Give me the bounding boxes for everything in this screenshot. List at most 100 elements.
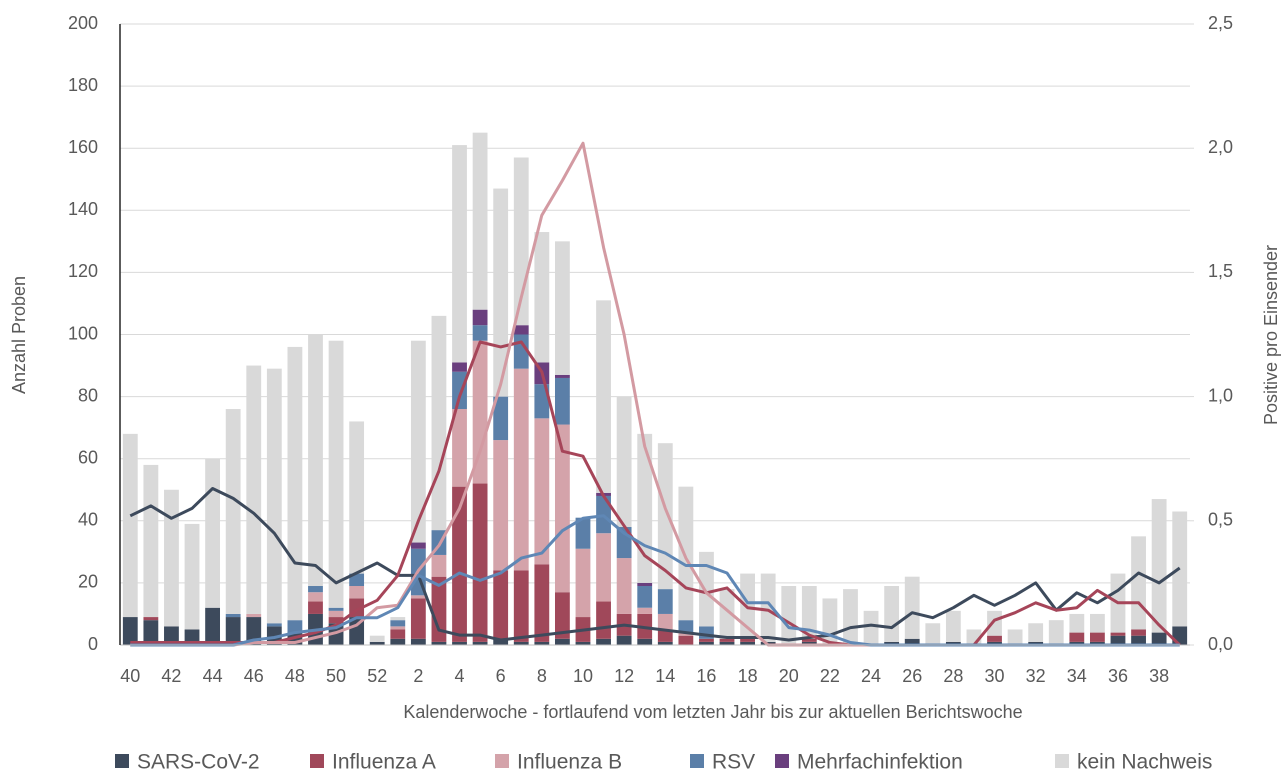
bar-segment [225,409,241,614]
legend-label: Influenza A [332,751,436,773]
bar-segment [987,635,1002,642]
x-tick-label: 22 [820,666,840,686]
x-tick-label: 8 [537,666,547,686]
legend-label: kein Nachweis [1077,751,1212,773]
bar-segment [678,486,694,621]
bar-segment [452,409,467,487]
bar-segment [349,586,365,599]
bar-segment [801,586,817,639]
bar-segment [637,582,653,587]
bar-segment [637,586,653,608]
bar-segment [740,641,756,645]
bar-segment [328,617,344,624]
bar-segment [637,638,653,645]
bar-segment [1069,632,1085,642]
y-tick-label: 80 [78,385,98,405]
bar-segment [884,586,900,642]
bar-segment [945,610,961,642]
y2-tick-label: 0,5 [1208,510,1233,530]
x-tick-label: 4 [455,666,465,686]
bar-segment [1110,632,1126,636]
bar-segment [1172,626,1188,645]
bar-segment [678,632,694,636]
bar-segment [143,464,159,618]
bar-segment [328,607,344,611]
x-tick-label: 52 [367,666,387,686]
legend-label: Mehrfachinfektion [797,751,963,773]
x-tick-label: 48 [285,666,305,686]
bar-segment [554,592,570,639]
y2-tick-label: 0,0 [1208,634,1233,654]
bar-segment [1110,635,1126,645]
bar-segment [246,365,262,614]
y-tick-label: 200 [68,13,98,33]
bar-segment [534,418,550,565]
bar-segment [287,620,303,633]
y2-tick-label: 1,0 [1208,385,1233,405]
bar-segment [308,334,323,587]
bar-segment [390,620,406,627]
x-tick-label: 20 [779,666,799,686]
bar-segment [225,613,241,618]
bar-segment [1089,632,1105,642]
bar-segment [534,564,550,642]
bar-segment [884,641,900,645]
x-tick-label: 6 [496,666,506,686]
bar-segment [1151,499,1167,633]
bar-segment [164,489,179,627]
bar-segment [1028,623,1044,642]
bar-segment [452,641,467,645]
bar-segment [205,458,221,608]
bar-segment [390,629,406,639]
bar-segment [410,598,426,639]
legend-label: SARS-CoV-2 [137,751,260,773]
bar-segment [987,641,1002,645]
legend-label: RSV [712,751,755,773]
bar-segment [410,595,426,599]
bar-segment [616,635,632,645]
bar-segment [452,371,467,410]
bar-segment [1069,641,1085,645]
bar-segment [760,573,776,642]
x-tick-label: 28 [943,666,963,686]
x-tick-label: 50 [326,666,346,686]
y-tick-label: 60 [78,447,98,467]
bar-segment [554,638,570,645]
bar-segment [1089,613,1105,633]
x-tick-label: 44 [203,666,223,686]
bar-segment [452,145,467,363]
y-tick-label: 120 [68,261,98,281]
bar-segment [575,548,591,618]
bar-segment [472,641,488,645]
x-tick-label: 32 [1026,666,1046,686]
bar-segment [1089,641,1105,645]
bar-segment [164,626,179,645]
bar-segment [328,610,344,618]
bar-segment [1007,629,1023,645]
bar-segment [678,635,694,645]
bar-segment [719,589,735,639]
bar-segment [308,586,323,593]
bar-segment [678,620,694,633]
bar-segment [657,641,673,645]
bar-segment [904,638,920,645]
bar-segment [390,638,406,645]
bar-segment [987,610,1002,636]
x-tick-label: 46 [244,666,264,686]
bar-segment [472,132,488,310]
bar-segment [596,601,611,639]
bar-segment [740,638,756,642]
bar-segment [493,440,509,571]
bar-segment [493,396,509,441]
bar-segment [945,641,961,645]
bar-segment [410,340,426,543]
legend-label: Influenza B [517,751,622,773]
bar-segment [493,570,509,639]
x-tick-label: 36 [1108,666,1128,686]
x-tick-label: 10 [573,666,593,686]
x-tick-label: 42 [161,666,181,686]
bar-segment [719,641,735,645]
bar-segment [369,635,385,642]
bar-segment [308,601,323,614]
